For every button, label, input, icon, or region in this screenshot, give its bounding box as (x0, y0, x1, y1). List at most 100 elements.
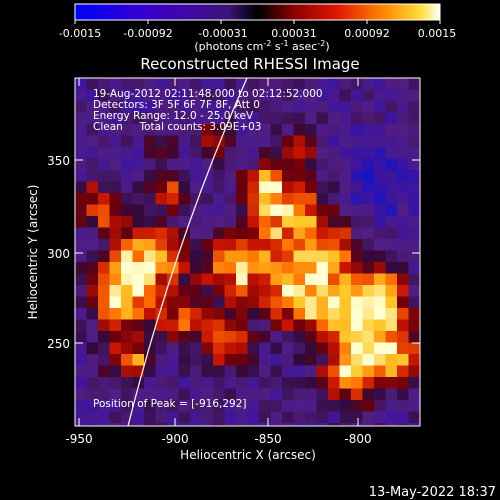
heatmap-cell (121, 170, 134, 183)
heatmap-cell (408, 296, 420, 309)
heatmap-cell (144, 101, 157, 114)
heatmap-cell (86, 193, 99, 206)
heatmap-cell (132, 135, 145, 148)
heatmap-cell (167, 216, 180, 229)
heatmap-cell (75, 285, 88, 298)
heatmap-cell (109, 296, 122, 309)
heatmap-cell (374, 239, 387, 252)
heatmap-cell (293, 331, 306, 344)
heatmap-cell (167, 112, 180, 125)
heatmap-cell (201, 170, 214, 183)
heatmap-cell (144, 147, 157, 160)
heatmap-cell (132, 239, 145, 252)
heatmap-cell (86, 308, 99, 321)
heatmap-cell (362, 411, 375, 424)
heatmap-cell (293, 204, 306, 217)
heatmap-cell (75, 124, 88, 137)
heatmap-cell (374, 411, 387, 424)
heatmap-cell (351, 181, 364, 194)
heatmap-cell (98, 308, 111, 321)
heatmap-cell (144, 423, 157, 426)
heatmap-cell (86, 112, 99, 125)
heatmap-cell (374, 262, 387, 275)
heatmap-cell (155, 388, 168, 401)
heatmap-cell (351, 411, 364, 424)
heatmap-cell (270, 181, 283, 194)
heatmap-cell (374, 193, 387, 206)
heatmap-cell (236, 411, 249, 424)
heatmap-cell (351, 135, 364, 148)
heatmap-cell (305, 250, 318, 263)
heatmap-cell (270, 170, 283, 183)
heatmap-cell (270, 285, 283, 298)
heatmap-cell (282, 262, 295, 275)
heatmap-cell (224, 170, 237, 183)
heatmap-cell (305, 216, 318, 229)
y-tick-label: 350 (47, 154, 70, 168)
heatmap-cell (178, 388, 191, 401)
heatmap-cell (121, 135, 134, 148)
heatmap-cell (316, 239, 329, 252)
heatmap-cell (178, 147, 191, 160)
heatmap-cell (132, 250, 145, 263)
heatmap-cell (224, 308, 237, 321)
heatmap-cell (75, 204, 88, 217)
heatmap-cell (109, 170, 122, 183)
heatmap-cell (305, 423, 318, 426)
heatmap-cell (109, 78, 122, 91)
heatmap-cell (362, 204, 375, 217)
heatmap-cell (86, 342, 99, 355)
heatmap-cell (316, 285, 329, 298)
heatmap-cell (86, 331, 99, 344)
heatmap-cell (224, 250, 237, 263)
heatmap-cell (305, 239, 318, 252)
heatmap-cell (397, 239, 410, 252)
heatmap-cell (144, 377, 157, 390)
heatmap-cell (328, 296, 341, 309)
heatmap-cell (75, 388, 88, 401)
heatmap-cell (305, 170, 318, 183)
heatmap-cell (224, 342, 237, 355)
heatmap-cell (75, 423, 88, 426)
heatmap-cell (167, 181, 180, 194)
heatmap-cell (328, 135, 341, 148)
heatmap-cell (316, 181, 329, 194)
heatmap-cell (316, 124, 329, 137)
heatmap-cell (132, 227, 145, 240)
heatmap-cell (190, 388, 203, 401)
heatmap-cell (236, 193, 249, 206)
heatmap-cell (328, 411, 341, 424)
heatmap-cell (75, 147, 88, 160)
heatmap-cell (385, 216, 398, 229)
heatmap-cell (385, 319, 398, 332)
heatmap-cell (167, 204, 180, 217)
heatmap-cell (213, 170, 226, 183)
heatmap-cell (305, 78, 318, 91)
heatmap-cell (385, 342, 398, 355)
heatmap-cell (259, 124, 272, 137)
heatmap-cell (167, 147, 180, 160)
heatmap-cell (190, 400, 203, 413)
heatmap-cell (224, 181, 237, 194)
heatmap-cell (86, 365, 99, 378)
heatmap-cell (362, 331, 375, 344)
heatmap-cell (98, 400, 111, 413)
heatmap-cell (132, 342, 145, 355)
heatmap-cell (109, 331, 122, 344)
heatmap-cell (201, 124, 214, 137)
heatmap-cell (213, 308, 226, 321)
heatmap-cell (270, 262, 283, 275)
heatmap-cell (259, 388, 272, 401)
heatmap-cell (385, 124, 398, 137)
heatmap-cell (397, 365, 410, 378)
heatmap-cell (201, 216, 214, 229)
heatmap-cell (305, 388, 318, 401)
heatmap-cell (144, 250, 157, 263)
colorbar (74, 3, 441, 21)
heatmap-cell (98, 170, 111, 183)
heatmap-cell (201, 423, 214, 426)
heatmap-cell (155, 262, 168, 275)
heatmap-cell (98, 365, 111, 378)
heatmap-cell (201, 158, 214, 171)
heatmap-cell (224, 388, 237, 401)
